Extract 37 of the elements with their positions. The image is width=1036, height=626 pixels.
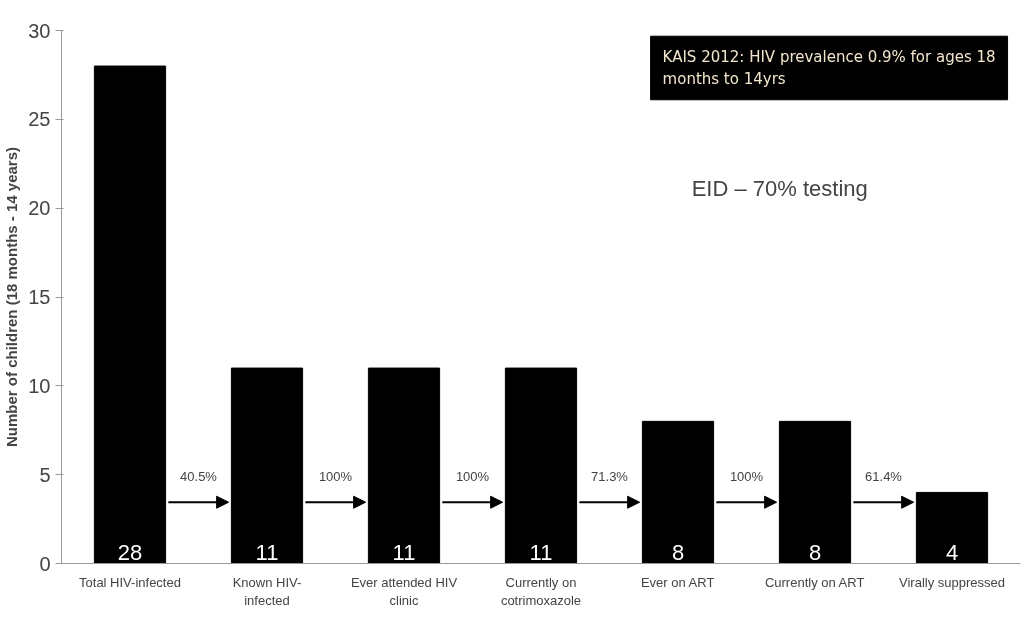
y-tick-label: 25 bbox=[28, 108, 51, 131]
data-label: 4 bbox=[945, 539, 959, 565]
y-tick-label: 15 bbox=[28, 286, 51, 308]
y-tick-label: 10 bbox=[28, 374, 51, 397]
x-tick-label: Ever attended HIV clinic bbox=[350, 574, 458, 608]
data-label: 11 bbox=[529, 539, 553, 565]
x-tick-label: Currently on cotrimoxazole bbox=[500, 574, 582, 608]
y-tick-label: 0 bbox=[39, 552, 51, 575]
y-tick-label: 5 bbox=[39, 463, 51, 486]
annotation: 100% bbox=[318, 469, 353, 485]
data-label: 8 bbox=[808, 539, 822, 565]
data-label: 8 bbox=[671, 539, 685, 565]
annotation: KAIS 2012: HIV prevalence 0.9% for ages 18 months to 14yrs bbox=[662, 48, 996, 88]
annotation: 71.3% bbox=[591, 469, 629, 485]
x-tick-label: Known HIV- infected bbox=[232, 574, 302, 608]
bar bbox=[504, 367, 578, 564]
y-tick-label: 20 bbox=[28, 197, 51, 220]
bar bbox=[230, 367, 304, 564]
x-tick-label: Ever on ART bbox=[640, 574, 715, 590]
bar bbox=[915, 491, 989, 564]
data-label: 11 bbox=[392, 539, 416, 565]
x-tick-label: Total HIV-infected bbox=[79, 574, 181, 590]
x-tick-label: Virally suppressed bbox=[899, 574, 1005, 590]
annotation: EID – 70% testing bbox=[691, 176, 868, 202]
data-label: 28 bbox=[117, 539, 143, 565]
bar bbox=[778, 420, 852, 564]
y-tick-label: 30 bbox=[28, 19, 51, 42]
y-axis-title: Number of children (18 months - 14 years) bbox=[3, 146, 21, 448]
bar bbox=[93, 65, 167, 564]
annotation: 100% bbox=[729, 469, 764, 485]
data-label: 11 bbox=[255, 539, 279, 565]
bar bbox=[367, 367, 441, 564]
x-tick-label: Currently on ART bbox=[764, 574, 865, 590]
annotation: 61.4% bbox=[865, 469, 903, 485]
bar bbox=[641, 420, 715, 564]
annotation: 100% bbox=[455, 469, 490, 485]
annotation: 40.5% bbox=[180, 469, 218, 485]
